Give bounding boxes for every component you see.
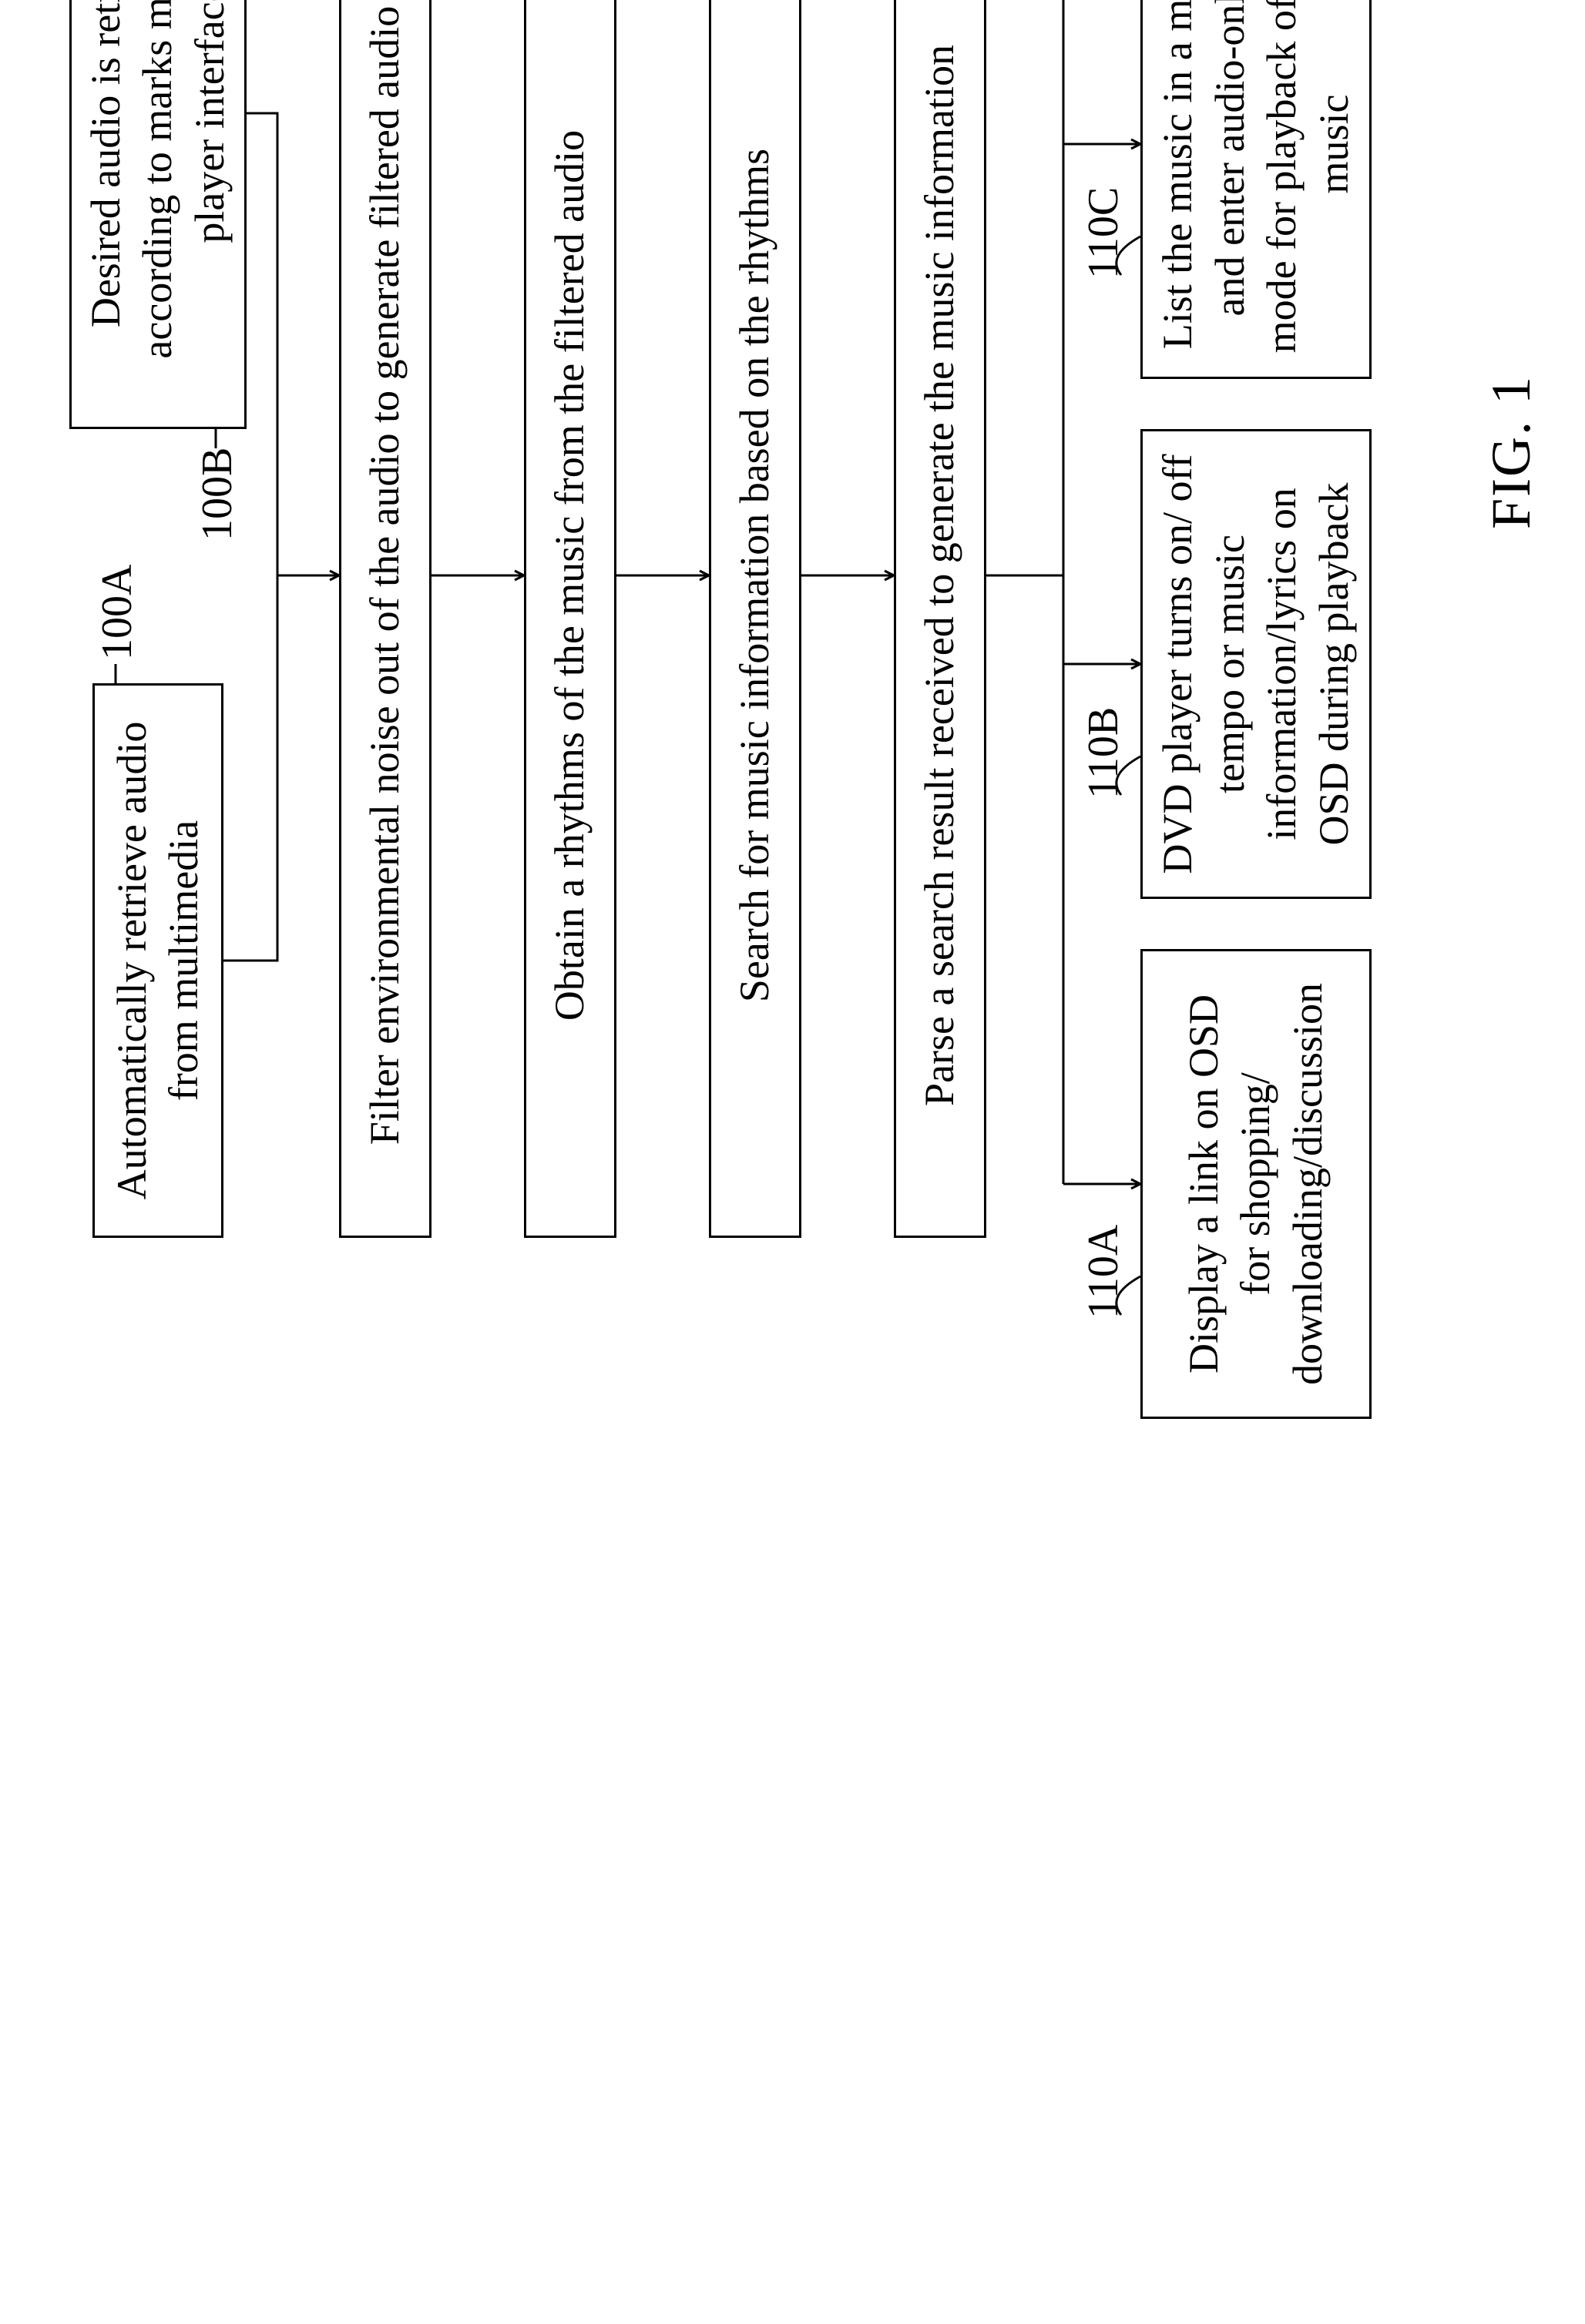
- step-100b-text: Desired audio is retrieved according to …: [80, 0, 237, 408]
- step-108-text: Parse a search result received to genera…: [914, 45, 966, 1106]
- step-110a-text: Display a link on OSD for shopping/ down…: [1178, 970, 1335, 1398]
- step-106-text: Search for music information based on th…: [729, 149, 781, 1002]
- step-102-text: Filter environmental noise out of the au…: [359, 6, 411, 1145]
- ref-label-110b: 110B: [1079, 707, 1128, 799]
- step-104-box: Obtain a rhythms of the music from the f…: [524, 0, 616, 1238]
- ref-label-100b: 100B: [193, 448, 242, 541]
- step-106-box: Search for music information based on th…: [709, 0, 801, 1238]
- step-102-box: Filter environmental noise out of the au…: [339, 0, 432, 1238]
- step-104-text: Obtain a rhythms of the music from the f…: [544, 130, 596, 1021]
- step-108-box: Parse a search result received to genera…: [894, 0, 986, 1238]
- step-100b-box: Desired audio is retrieved according to …: [69, 0, 247, 429]
- step-110c-box: List the music in a menu and enter audio…: [1140, 0, 1372, 379]
- step-110c-text: List the music in a menu and enter audio…: [1152, 0, 1360, 358]
- figure-label: FIG. 1: [1479, 375, 1543, 529]
- step-110b-box: DVD player turns on/ off tempo or music …: [1140, 429, 1372, 899]
- step-110b-text: DVD player turns on/ off tempo or music …: [1152, 450, 1360, 878]
- ref-label-110a: 110A: [1079, 1225, 1128, 1319]
- step-100a-box: Automatically retrieve audio from multim…: [92, 683, 223, 1238]
- flowchart-canvas: Automatically retrieve audio from multim…: [0, 0, 1585, 1585]
- ref-label-100a: 100A: [92, 565, 142, 660]
- step-110a-box: Display a link on OSD for shopping/ down…: [1140, 949, 1372, 1419]
- ref-label-110c: 110C: [1079, 187, 1128, 279]
- step-100a-text: Automatically retrieve audio from multim…: [106, 704, 210, 1217]
